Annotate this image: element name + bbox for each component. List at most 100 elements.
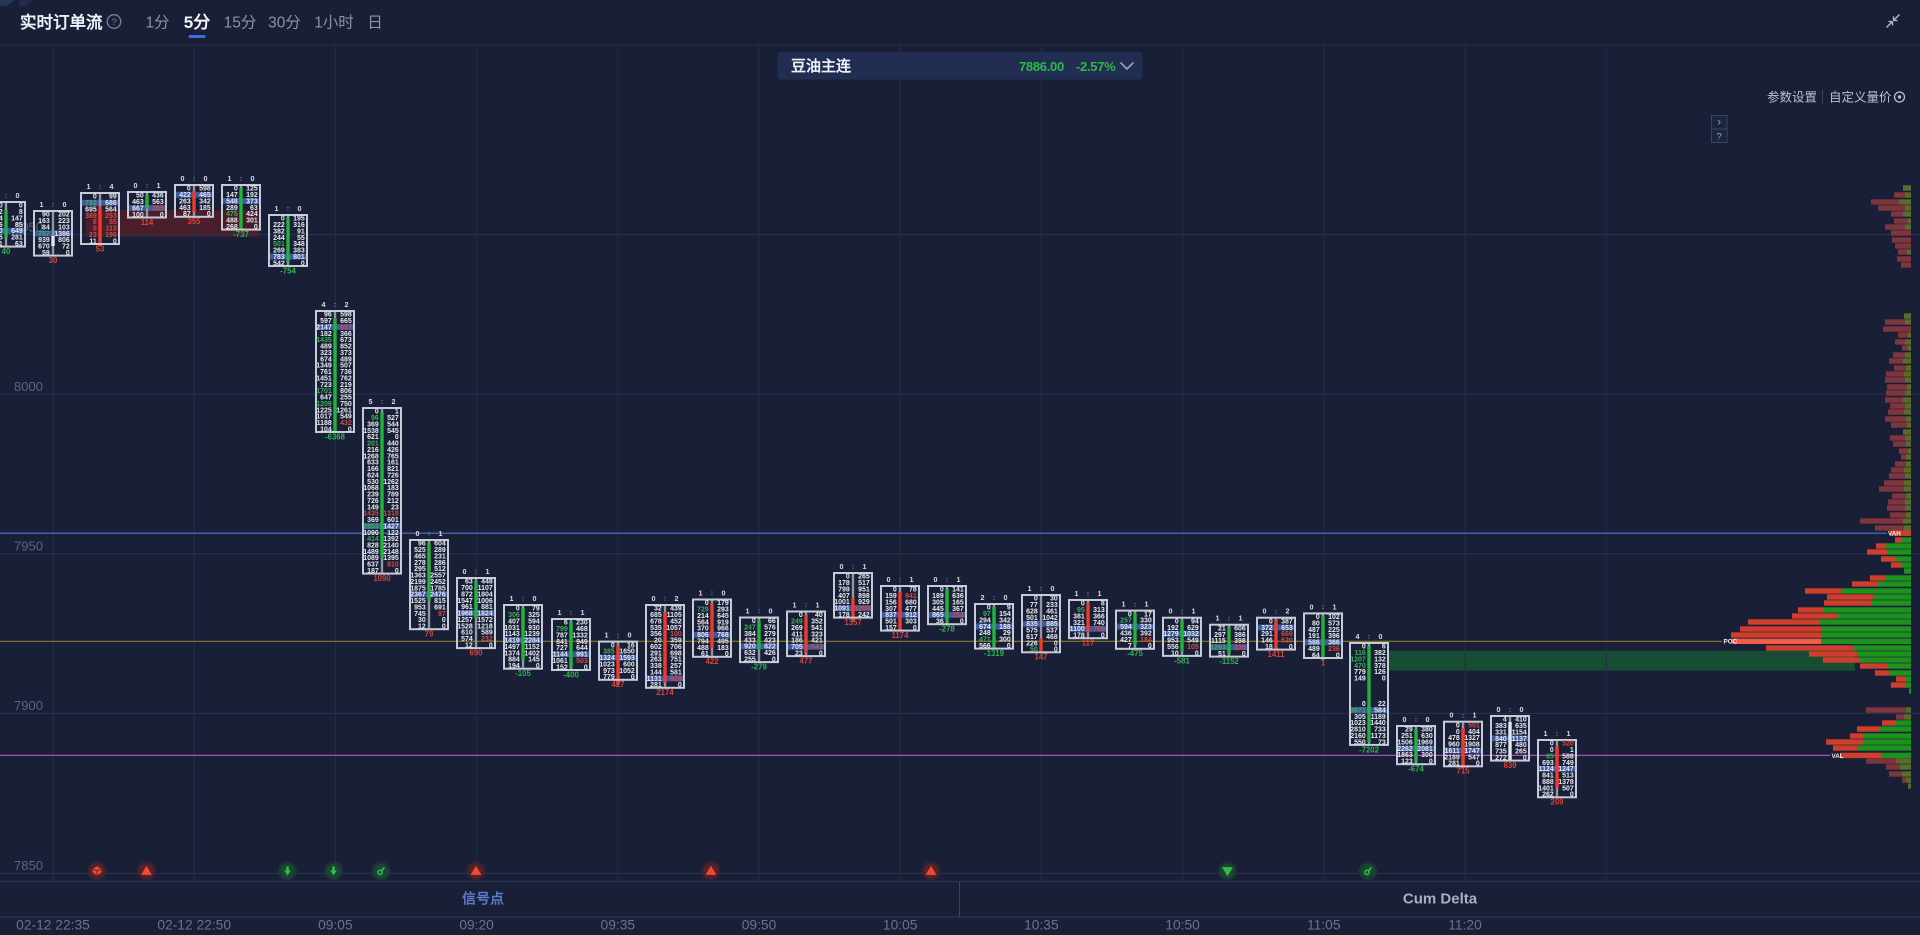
svg-text:0: 0 — [0, 203, 3, 210]
svg-text:0: 0 — [63, 200, 67, 209]
svg-text:281: 281 — [11, 235, 23, 242]
svg-text:99: 99 — [109, 194, 117, 201]
svg-text:783: 783 — [273, 254, 285, 261]
svg-text:1107: 1107 — [478, 585, 493, 592]
svg-text:0: 0 — [611, 642, 615, 649]
svg-text:-7202: -7202 — [1359, 745, 1380, 754]
svg-text:751: 751 — [670, 657, 682, 664]
svg-text:0: 0 — [1004, 593, 1008, 602]
svg-text:0: 0 — [893, 587, 897, 594]
svg-text:598: 598 — [199, 186, 211, 193]
svg-text:2853: 2853 — [363, 523, 379, 530]
svg-text:647: 647 — [320, 395, 332, 402]
svg-text:-475: -475 — [1127, 649, 1143, 658]
svg-text:1593: 1593 — [619, 655, 635, 662]
svg-text:517: 517 — [858, 580, 870, 587]
svg-text:501: 501 — [273, 241, 285, 248]
svg-text:0: 0 — [960, 619, 964, 626]
svg-text:295: 295 — [414, 566, 426, 573]
svg-text::: : — [852, 564, 854, 571]
svg-text:1440: 1440 — [1370, 720, 1386, 727]
svg-text:51: 51 — [1218, 651, 1226, 658]
svg-text:0: 0 — [1497, 705, 1501, 714]
svg-text:1042: 1042 — [1042, 615, 1058, 622]
svg-text:0: 0 — [533, 594, 537, 603]
svg-text:105: 105 — [1187, 644, 1199, 651]
svg-text:2810: 2810 — [1350, 727, 1366, 734]
svg-text:1538: 1538 — [363, 428, 379, 435]
svg-text:1327: 1327 — [1464, 735, 1480, 742]
svg-text:563: 563 — [152, 199, 164, 206]
svg-text:1392: 1392 — [383, 536, 399, 543]
svg-text:自定义量价: 自定义量价 — [1829, 90, 1892, 105]
svg-text:398: 398 — [1234, 638, 1246, 645]
svg-text:949: 949 — [576, 639, 588, 646]
svg-text:-6368: -6368 — [325, 432, 346, 441]
svg-text:1451: 1451 — [316, 375, 332, 382]
svg-text:95: 95 — [1077, 607, 1085, 614]
svg-text:154: 154 — [999, 611, 1011, 618]
svg-text::: : — [240, 176, 242, 183]
svg-text:293: 293 — [717, 607, 729, 614]
svg-text:548: 548 — [226, 199, 238, 206]
svg-text:643: 643 — [811, 644, 823, 651]
svg-text:63: 63 — [15, 241, 23, 248]
svg-text:678: 678 — [650, 619, 662, 626]
svg-text:564: 564 — [697, 619, 709, 626]
svg-text:194: 194 — [508, 663, 520, 670]
svg-text:919: 919 — [717, 619, 729, 626]
svg-text:实时订单流: 实时订单流 — [20, 12, 103, 32]
svg-text:342: 342 — [999, 618, 1011, 625]
svg-text:0: 0 — [134, 181, 138, 190]
svg-text:1908: 1908 — [1464, 742, 1480, 749]
svg-text:461: 461 — [1046, 609, 1058, 616]
svg-text:30: 30 — [1050, 596, 1058, 603]
svg-text:183: 183 — [717, 645, 729, 652]
svg-text:359: 359 — [670, 638, 682, 645]
svg-text:525: 525 — [414, 547, 426, 554]
svg-text:633: 633 — [367, 460, 379, 467]
svg-text:1968: 1968 — [457, 611, 473, 618]
svg-text:VAL: VAL — [1832, 753, 1844, 760]
svg-text:695: 695 — [85, 207, 97, 214]
svg-text:53: 53 — [96, 244, 105, 253]
svg-text::: : — [664, 596, 666, 603]
svg-text:1089: 1089 — [363, 555, 379, 562]
svg-text:0: 0 — [113, 238, 117, 245]
svg-text:0: 0 — [772, 657, 776, 664]
svg-text:230: 230 — [576, 620, 588, 627]
svg-text:520: 520 — [1281, 638, 1293, 645]
svg-text:1: 1 — [699, 589, 703, 598]
svg-text:2140: 2140 — [383, 543, 399, 550]
svg-text:0: 0 — [1175, 618, 1179, 625]
svg-text:2367: 2367 — [410, 592, 426, 599]
svg-text:1105: 1105 — [667, 612, 682, 619]
svg-text:888: 888 — [1542, 779, 1554, 786]
svg-text:97: 97 — [983, 611, 991, 618]
svg-text:?: ? — [111, 17, 116, 28]
svg-text:530: 530 — [367, 479, 379, 486]
svg-text:610: 610 — [461, 630, 473, 637]
svg-text:815: 815 — [434, 598, 446, 605]
svg-text::: : — [1134, 601, 1136, 608]
svg-text:837: 837 — [885, 612, 897, 619]
svg-text:726: 726 — [387, 472, 399, 479]
svg-text:1137: 1137 — [1512, 736, 1527, 743]
svg-text:›: › — [1717, 117, 1721, 129]
svg-text:436: 436 — [152, 193, 164, 200]
svg-text:470: 470 — [1354, 663, 1366, 670]
svg-text:414: 414 — [367, 536, 379, 543]
svg-text:407: 407 — [508, 619, 520, 626]
svg-text:0: 0 — [19, 203, 23, 210]
svg-text:645: 645 — [717, 613, 729, 620]
svg-text:1174: 1174 — [892, 631, 910, 640]
svg-text:636: 636 — [952, 593, 964, 600]
svg-text:09:05: 09:05 — [318, 918, 353, 933]
svg-text:768: 768 — [717, 632, 729, 639]
svg-text:637: 637 — [367, 562, 379, 569]
svg-text:291: 291 — [1261, 631, 1273, 638]
svg-text::: : — [711, 590, 713, 597]
svg-text::: : — [1415, 717, 1417, 724]
svg-text:182: 182 — [320, 331, 332, 338]
svg-text:225: 225 — [1328, 627, 1340, 634]
